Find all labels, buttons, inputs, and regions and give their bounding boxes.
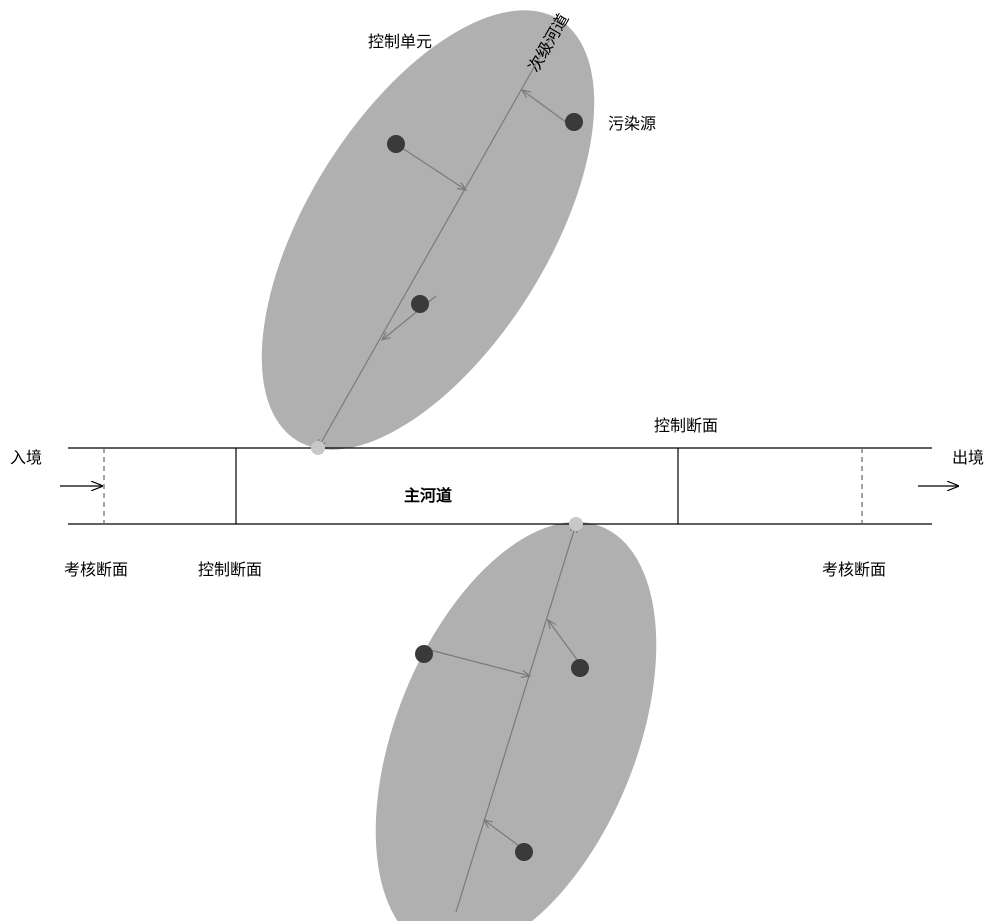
cross-sections	[104, 448, 862, 524]
label-exit: 出境	[952, 444, 984, 468]
label-entry: 入境	[10, 444, 42, 468]
label-main-river: 主河道	[404, 482, 452, 506]
label-pollution-source: 污染源	[608, 110, 656, 134]
control-unit-top	[195, 0, 661, 504]
main-channel	[68, 448, 932, 524]
label-assessment-left: 考核断面	[64, 556, 128, 580]
label-control-left: 控制断面	[198, 556, 262, 580]
label-control-right-top: 控制断面	[654, 412, 718, 436]
label-control-unit: 控制单元	[368, 28, 432, 52]
label-assessment-right: 考核断面	[822, 556, 886, 580]
diagram-svg	[0, 0, 1000, 921]
